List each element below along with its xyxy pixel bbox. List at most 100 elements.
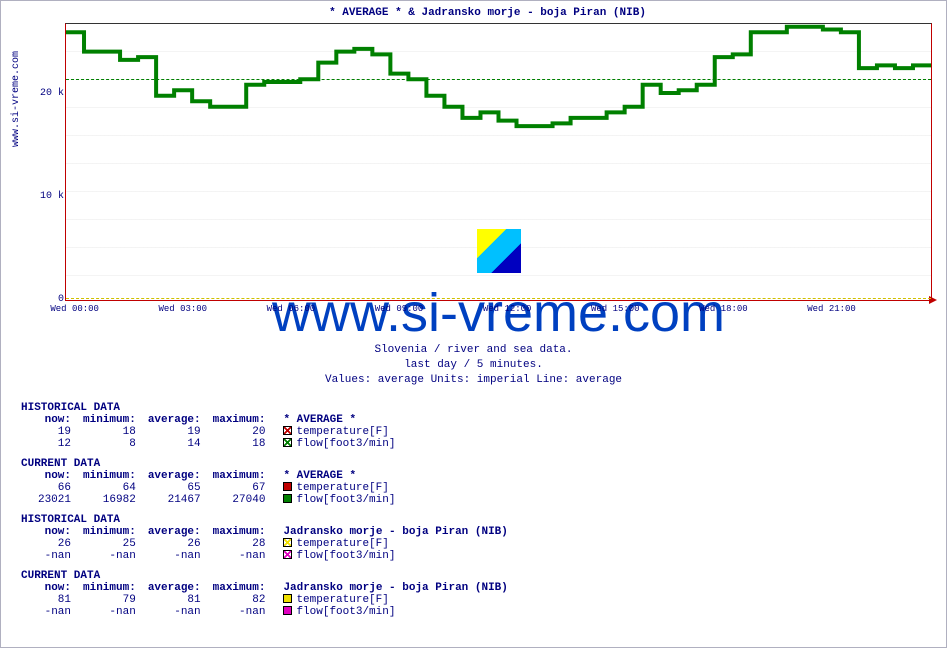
x-tick-label: Wed 03:00 (158, 304, 207, 314)
table-row: 1281418 flow[foot3/min] (21, 438, 511, 450)
series-metric-label: temperature[F] (296, 482, 388, 494)
column-header: average: (142, 526, 207, 538)
data-cell: -nan (142, 550, 207, 562)
x-tick-label: Wed 06:00 (267, 304, 316, 314)
series-label-cell: temperature[F] (271, 426, 511, 438)
data-cell: 81 (142, 594, 207, 606)
data-cell: -nan (21, 550, 77, 562)
column-header: now: (21, 470, 77, 482)
data-cell: 65 (142, 482, 207, 494)
section-heading: HISTORICAL DATA (21, 514, 944, 526)
table-row: 26252628temperature[F] (21, 538, 514, 550)
column-header: maximum: (207, 470, 272, 482)
series-header: Jadransko morje - boja Piran (NIB) (271, 582, 513, 594)
data-cell: -nan (207, 550, 272, 562)
data-cell: 81 (21, 594, 77, 606)
data-table: now:minimum:average:maximum:* AVERAGE *1… (21, 414, 511, 450)
data-cell: -nan (21, 606, 77, 618)
x-tick-label: Wed 00:00 (50, 304, 99, 314)
column-header: minimum: (77, 526, 142, 538)
data-cell: -nan (207, 606, 272, 618)
data-cell: 82 (207, 594, 272, 606)
series-metric-label: temperature[F] (296, 538, 388, 550)
subtitle-line: Values: average Units: imperial Line: av… (3, 373, 944, 388)
series-metric-label: flow[foot3/min] (296, 494, 395, 506)
column-header: now: (21, 582, 77, 594)
section-heading: CURRENT DATA (21, 458, 944, 470)
column-header: now: (21, 526, 77, 538)
data-cell: -nan (142, 606, 207, 618)
data-cell: 67 (207, 482, 272, 494)
data-cell: 28 (207, 538, 272, 550)
data-cell: -nan (77, 550, 142, 562)
y-tick-label: 20 k (36, 88, 64, 99)
x-tick-label: Wed 21:00 (807, 304, 856, 314)
x-tick-label: Wed 18:00 (699, 304, 748, 314)
table-row: 19181920temperature[F] (21, 426, 511, 438)
column-header: maximum: (207, 526, 272, 538)
column-header: average: (142, 414, 207, 426)
table-row: -nan-nan-nan-nanflow[foot3/min] (21, 550, 514, 562)
data-cell: 64 (77, 482, 142, 494)
color-swatch-icon (283, 606, 292, 615)
data-cell: 27040 (207, 494, 272, 506)
data-cell: 25 (77, 538, 142, 550)
plot-area: www.si-vreme.com 010 k20 kWed 00:00Wed 0… (65, 23, 932, 301)
series-header: * AVERAGE * (271, 414, 511, 426)
series-header: Jadransko morje - boja Piran (NIB) (271, 526, 513, 538)
chart-subtitle: Slovenia / river and sea data. last day … (3, 343, 944, 388)
line-series-svg (66, 24, 931, 300)
data-cell: 19 (21, 426, 77, 438)
table-row: 66646567 temperature[F] (21, 482, 511, 494)
series-label-cell: temperature[F] (271, 482, 511, 494)
data-tables: HISTORICAL DATAnow:minimum:average:maxim… (21, 402, 944, 618)
chart-title: * AVERAGE * & Jadransko morje - boja Pir… (31, 7, 944, 19)
data-cell: 23021 (21, 494, 77, 506)
data-cell: 18 (77, 426, 142, 438)
subtitle-line: last day / 5 minutes. (3, 358, 944, 373)
column-header: maximum: (207, 582, 272, 594)
table-row: 23021169822146727040 flow[foot3/min] (21, 494, 511, 506)
column-header: average: (142, 470, 207, 482)
data-cell: 14 (142, 438, 207, 450)
table-row: -nan-nan-nan-nanflow[foot3/min] (21, 606, 514, 618)
section-heading: CURRENT DATA (21, 570, 944, 582)
data-cell: 19 (142, 426, 207, 438)
data-cell: 21467 (142, 494, 207, 506)
series-metric-label: flow[foot3/min] (296, 606, 395, 618)
series-line (66, 27, 931, 126)
data-cell: 8 (77, 438, 142, 450)
color-swatch-icon (283, 438, 292, 447)
series-label-cell: temperature[F] (271, 594, 513, 606)
series-metric-label: temperature[F] (296, 594, 388, 606)
column-header: minimum: (77, 414, 142, 426)
data-cell: 26 (142, 538, 207, 550)
column-header: now: (21, 414, 77, 426)
section-heading: HISTORICAL DATA (21, 402, 944, 414)
data-cell: 12 (21, 438, 77, 450)
chart-area: * AVERAGE * & Jadransko morje - boja Pir… (31, 7, 944, 327)
y-axis-side-label: www.si-vreme.com (11, 51, 22, 147)
data-table: now:minimum:average:maximum:* AVERAGE *6… (21, 470, 511, 506)
data-cell: 66 (21, 482, 77, 494)
color-swatch-icon (283, 426, 292, 435)
series-header: * AVERAGE * (271, 470, 511, 482)
data-cell: 18 (207, 438, 272, 450)
color-swatch-icon (283, 594, 292, 603)
x-tick-label: Wed 12:00 (483, 304, 532, 314)
table-row: 81798182temperature[F] (21, 594, 514, 606)
column-header: minimum: (77, 470, 142, 482)
y-tick-label: 10 k (36, 191, 64, 202)
data-cell: 16982 (77, 494, 142, 506)
data-cell: 79 (77, 594, 142, 606)
series-metric-label: flow[foot3/min] (296, 438, 395, 450)
data-cell: 20 (207, 426, 272, 438)
x-tick-label: Wed 09:00 (375, 304, 424, 314)
data-cell: -nan (77, 606, 142, 618)
column-header: average: (142, 582, 207, 594)
series-metric-label: flow[foot3/min] (296, 550, 395, 562)
series-label-cell: flow[foot3/min] (271, 438, 511, 450)
color-swatch-icon (283, 550, 292, 559)
data-table: now:minimum:average:maximum:Jadransko mo… (21, 582, 514, 618)
series-label-cell: flow[foot3/min] (271, 606, 513, 618)
